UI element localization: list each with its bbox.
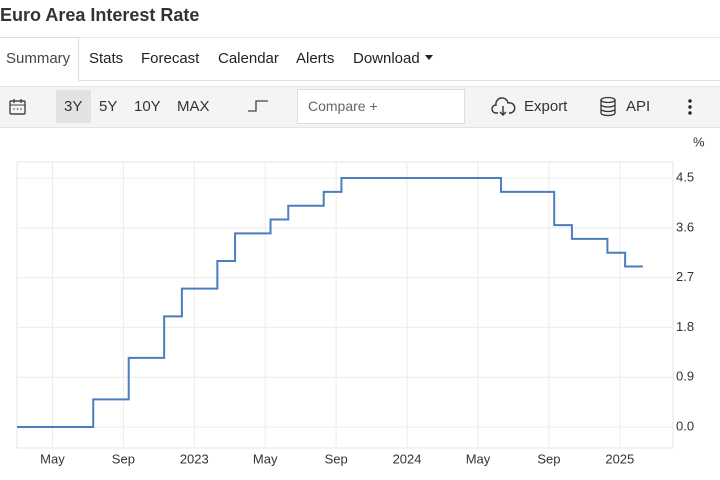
y-tick-label: 3.6	[676, 219, 694, 234]
range-button[interactable]: 5Y	[99, 98, 118, 115]
data-line	[17, 177, 643, 428]
x-tick-label: 2023	[180, 451, 209, 466]
y-tick-label: 2.7	[676, 269, 694, 284]
export-icon	[491, 97, 516, 116]
tab[interactable]: Download	[353, 50, 420, 67]
y-tick-label: 1.8	[676, 319, 694, 334]
tab[interactable]: Summary	[6, 50, 71, 67]
chart-type-icon[interactable]	[246, 97, 270, 115]
active-range-box	[56, 90, 91, 123]
y-tick-label: 0.9	[676, 369, 694, 384]
y-tick-label: 4.5	[676, 169, 694, 184]
plot-frame	[16, 161, 674, 449]
x-tick-label: Sep	[112, 451, 135, 466]
tab-bar: Summary Stats Forecast Calendar Alerts D…	[0, 37, 720, 81]
toolbar: 3Y 5Y 10Y MAX Compare + Export API	[0, 86, 720, 128]
tab[interactable]: Alerts	[296, 50, 335, 67]
unit-label: %	[693, 134, 705, 149]
active-tab-box	[0, 37, 79, 81]
x-tick-label: 2025	[605, 451, 634, 466]
more-menu[interactable]	[686, 98, 694, 116]
dropdown-caret	[425, 55, 433, 60]
range-button[interactable]: MAX	[177, 98, 210, 115]
range-button[interactable]: 10Y	[134, 98, 161, 115]
range-button[interactable]: 3Y	[64, 98, 83, 115]
page-title: Euro Area Interest Rate	[0, 5, 200, 25]
tab[interactable]: Calendar	[218, 50, 279, 67]
compare-input[interactable]: Compare +	[297, 89, 465, 124]
chart: % 0.0 0.9 1.8 2.7 3.6 4.5 May Sep 2023 May Sep 2024…	[16, 134, 705, 466]
y-tick-label: 0.0	[676, 418, 694, 433]
x-tick-label: 2024	[393, 451, 422, 466]
export-button[interactable]: Export	[524, 98, 568, 115]
api-button[interactable]: API	[626, 98, 651, 115]
x-tick-label: May	[253, 451, 278, 466]
tab[interactable]: Forecast	[141, 50, 200, 67]
x-tick-label: May	[466, 451, 491, 466]
x-tick-label: May	[40, 451, 65, 466]
x-tick-label: Sep	[325, 451, 348, 466]
calendar-icon[interactable]	[8, 97, 28, 117]
api-icon	[600, 96, 616, 117]
tab[interactable]: Stats	[89, 50, 124, 67]
compare-placeholder: Compare +	[308, 98, 378, 114]
x-tick-label: Sep	[537, 451, 560, 466]
